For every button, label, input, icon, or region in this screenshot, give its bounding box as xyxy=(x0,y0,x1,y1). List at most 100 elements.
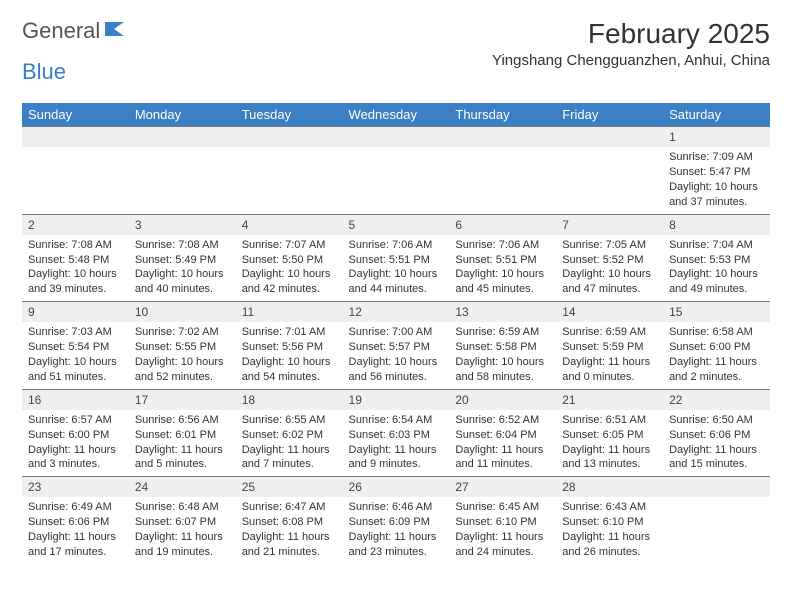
day-details: Sunrise: 6:50 AMSunset: 6:06 PMDaylight:… xyxy=(663,410,770,476)
day-number: 16 xyxy=(22,389,129,410)
day-header: Saturday xyxy=(663,103,770,126)
day-number: 2 xyxy=(22,214,129,235)
day-number: 11 xyxy=(236,301,343,322)
day-number: 15 xyxy=(663,301,770,322)
calendar-row: 16Sunrise: 6:57 AMSunset: 6:00 PMDayligh… xyxy=(22,389,770,477)
day-details: Sunrise: 7:06 AMSunset: 5:51 PMDaylight:… xyxy=(449,235,556,301)
calendar-row: 23Sunrise: 6:49 AMSunset: 6:06 PMDayligh… xyxy=(22,476,770,564)
calendar-cell xyxy=(556,126,663,214)
day-number: 19 xyxy=(343,389,450,410)
day-number: 5 xyxy=(343,214,450,235)
day-details: Sunrise: 6:59 AMSunset: 5:58 PMDaylight:… xyxy=(449,322,556,388)
calendar-cell: 21Sunrise: 6:51 AMSunset: 6:05 PMDayligh… xyxy=(556,389,663,477)
day-details: Sunrise: 6:55 AMSunset: 6:02 PMDaylight:… xyxy=(236,410,343,476)
calendar-table: SundayMondayTuesdayWednesdayThursdayFrid… xyxy=(22,103,770,564)
calendar-body: 1Sunrise: 7:09 AMSunset: 5:47 PMDaylight… xyxy=(22,126,770,564)
calendar-cell: 17Sunrise: 6:56 AMSunset: 6:01 PMDayligh… xyxy=(129,389,236,477)
day-details: Sunrise: 6:51 AMSunset: 6:05 PMDaylight:… xyxy=(556,410,663,476)
calendar-row: 9Sunrise: 7:03 AMSunset: 5:54 PMDaylight… xyxy=(22,301,770,389)
day-details: Sunrise: 7:08 AMSunset: 5:48 PMDaylight:… xyxy=(22,235,129,301)
day-number: 7 xyxy=(556,214,663,235)
calendar-cell: 24Sunrise: 6:48 AMSunset: 6:07 PMDayligh… xyxy=(129,476,236,564)
day-header: Wednesday xyxy=(343,103,450,126)
day-details: Sunrise: 6:58 AMSunset: 6:00 PMDaylight:… xyxy=(663,322,770,388)
day-number: 6 xyxy=(449,214,556,235)
day-number: 27 xyxy=(449,476,556,497)
calendar-cell: 2Sunrise: 7:08 AMSunset: 5:48 PMDaylight… xyxy=(22,214,129,302)
day-number: 8 xyxy=(663,214,770,235)
day-number: 17 xyxy=(129,389,236,410)
day-details: Sunrise: 6:56 AMSunset: 6:01 PMDaylight:… xyxy=(129,410,236,476)
day-details: Sunrise: 7:00 AMSunset: 5:57 PMDaylight:… xyxy=(343,322,450,388)
logo-text-blue: Blue xyxy=(22,59,770,85)
day-number: 21 xyxy=(556,389,663,410)
calendar-cell: 27Sunrise: 6:45 AMSunset: 6:10 PMDayligh… xyxy=(449,476,556,564)
day-details: Sunrise: 6:49 AMSunset: 6:06 PMDaylight:… xyxy=(22,497,129,563)
calendar-cell: 3Sunrise: 7:08 AMSunset: 5:49 PMDaylight… xyxy=(129,214,236,302)
calendar-cell xyxy=(22,126,129,214)
calendar-cell: 4Sunrise: 7:07 AMSunset: 5:50 PMDaylight… xyxy=(236,214,343,302)
day-number: 1 xyxy=(663,126,770,147)
day-details: Sunrise: 6:48 AMSunset: 6:07 PMDaylight:… xyxy=(129,497,236,563)
day-details: Sunrise: 7:06 AMSunset: 5:51 PMDaylight:… xyxy=(343,235,450,301)
calendar-cell xyxy=(343,126,450,214)
calendar-row: 2Sunrise: 7:08 AMSunset: 5:48 PMDaylight… xyxy=(22,214,770,302)
calendar-cell: 16Sunrise: 6:57 AMSunset: 6:00 PMDayligh… xyxy=(22,389,129,477)
calendar-cell: 25Sunrise: 6:47 AMSunset: 6:08 PMDayligh… xyxy=(236,476,343,564)
calendar-cell: 7Sunrise: 7:05 AMSunset: 5:52 PMDaylight… xyxy=(556,214,663,302)
logo: General xyxy=(22,18,128,44)
day-number-empty xyxy=(449,126,556,147)
day-details: Sunrise: 6:59 AMSunset: 5:59 PMDaylight:… xyxy=(556,322,663,388)
day-number: 25 xyxy=(236,476,343,497)
calendar-cell: 28Sunrise: 6:43 AMSunset: 6:10 PMDayligh… xyxy=(556,476,663,564)
day-number: 10 xyxy=(129,301,236,322)
flag-icon xyxy=(104,20,126,43)
day-header: Tuesday xyxy=(236,103,343,126)
calendar-cell xyxy=(236,126,343,214)
day-details: Sunrise: 6:57 AMSunset: 6:00 PMDaylight:… xyxy=(22,410,129,476)
day-details: Sunrise: 7:02 AMSunset: 5:55 PMDaylight:… xyxy=(129,322,236,388)
calendar-cell: 11Sunrise: 7:01 AMSunset: 5:56 PMDayligh… xyxy=(236,301,343,389)
day-details: Sunrise: 7:08 AMSunset: 5:49 PMDaylight:… xyxy=(129,235,236,301)
calendar-cell xyxy=(129,126,236,214)
calendar-head: SundayMondayTuesdayWednesdayThursdayFrid… xyxy=(22,103,770,126)
calendar-cell: 5Sunrise: 7:06 AMSunset: 5:51 PMDaylight… xyxy=(343,214,450,302)
day-details: Sunrise: 7:03 AMSunset: 5:54 PMDaylight:… xyxy=(22,322,129,388)
calendar-cell: 1Sunrise: 7:09 AMSunset: 5:47 PMDaylight… xyxy=(663,126,770,214)
calendar-cell: 9Sunrise: 7:03 AMSunset: 5:54 PMDaylight… xyxy=(22,301,129,389)
day-header: Monday xyxy=(129,103,236,126)
day-header: Friday xyxy=(556,103,663,126)
calendar-cell: 14Sunrise: 6:59 AMSunset: 5:59 PMDayligh… xyxy=(556,301,663,389)
day-number: 18 xyxy=(236,389,343,410)
day-number-empty xyxy=(22,126,129,147)
calendar-cell: 19Sunrise: 6:54 AMSunset: 6:03 PMDayligh… xyxy=(343,389,450,477)
calendar-cell: 12Sunrise: 7:00 AMSunset: 5:57 PMDayligh… xyxy=(343,301,450,389)
day-header: Thursday xyxy=(449,103,556,126)
day-details: Sunrise: 6:45 AMSunset: 6:10 PMDaylight:… xyxy=(449,497,556,563)
day-number: 9 xyxy=(22,301,129,322)
day-number-empty xyxy=(663,476,770,497)
day-details: Sunrise: 6:54 AMSunset: 6:03 PMDaylight:… xyxy=(343,410,450,476)
calendar-cell: 22Sunrise: 6:50 AMSunset: 6:06 PMDayligh… xyxy=(663,389,770,477)
calendar-cell: 23Sunrise: 6:49 AMSunset: 6:06 PMDayligh… xyxy=(22,476,129,564)
day-number: 22 xyxy=(663,389,770,410)
day-number: 24 xyxy=(129,476,236,497)
calendar-cell: 13Sunrise: 6:59 AMSunset: 5:58 PMDayligh… xyxy=(449,301,556,389)
day-details: Sunrise: 6:46 AMSunset: 6:09 PMDaylight:… xyxy=(343,497,450,563)
calendar-row: 1Sunrise: 7:09 AMSunset: 5:47 PMDaylight… xyxy=(22,126,770,214)
day-number-empty xyxy=(129,126,236,147)
day-number: 4 xyxy=(236,214,343,235)
day-number: 12 xyxy=(343,301,450,322)
day-number: 23 xyxy=(22,476,129,497)
calendar-cell: 20Sunrise: 6:52 AMSunset: 6:04 PMDayligh… xyxy=(449,389,556,477)
calendar-cell: 18Sunrise: 6:55 AMSunset: 6:02 PMDayligh… xyxy=(236,389,343,477)
day-details: Sunrise: 7:01 AMSunset: 5:56 PMDaylight:… xyxy=(236,322,343,388)
calendar-cell xyxy=(449,126,556,214)
day-number: 3 xyxy=(129,214,236,235)
day-number: 26 xyxy=(343,476,450,497)
day-number: 13 xyxy=(449,301,556,322)
calendar-cell xyxy=(663,476,770,564)
day-details: Sunrise: 7:07 AMSunset: 5:50 PMDaylight:… xyxy=(236,235,343,301)
calendar-cell: 15Sunrise: 6:58 AMSunset: 6:00 PMDayligh… xyxy=(663,301,770,389)
day-header: Sunday xyxy=(22,103,129,126)
